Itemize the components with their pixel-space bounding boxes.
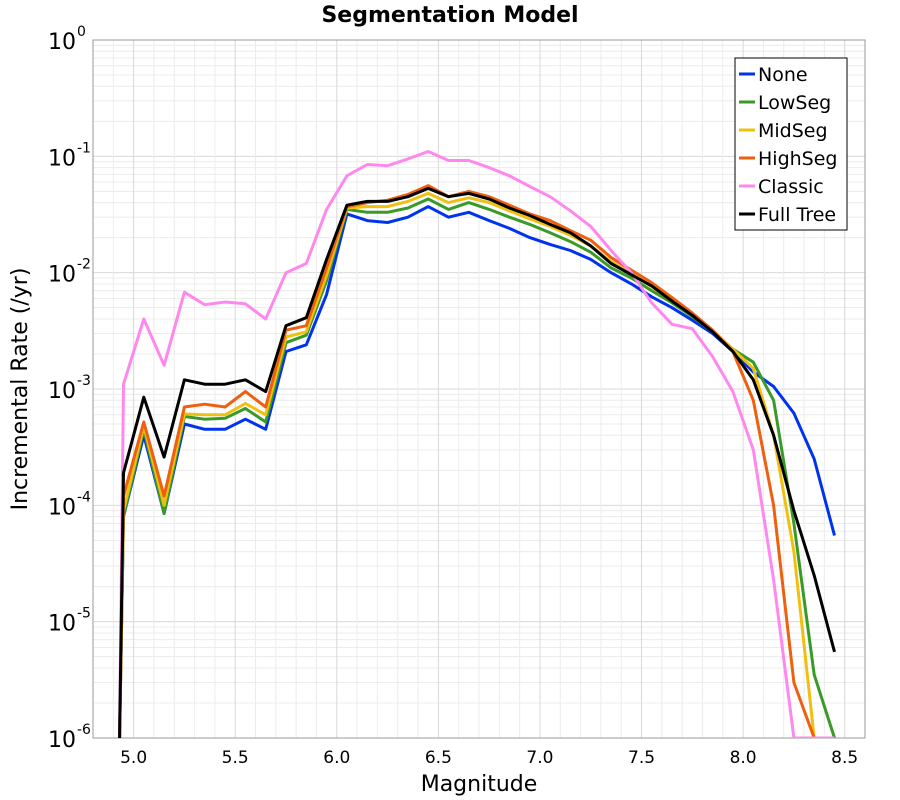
series-line-highseg: [118, 184, 835, 738]
x-tick-label: 5.0: [120, 748, 147, 768]
series-line-classic: [118, 150, 835, 738]
x-tick-label: 8.5: [831, 748, 858, 768]
y-tick-exponent: -4: [77, 489, 91, 505]
y-tick-exponent: -6: [77, 722, 91, 738]
y-tick-label: 10: [48, 728, 76, 753]
y-tick-exponent: -3: [77, 373, 91, 389]
x-axis-ticks: 5.0 5.5 6.0 6.5 7.0 7.5 8.0 8.5: [120, 748, 858, 768]
x-tick-label: 6.5: [425, 748, 452, 768]
legend-box: [734, 57, 848, 231]
x-tick-label: 8.0: [730, 748, 757, 768]
legend-label: Classic: [758, 176, 824, 198]
series-line-none: [118, 205, 836, 738]
plot-frame: [92, 39, 866, 739]
y-tick-label: 10: [48, 495, 76, 520]
y-tick-exponent: 0: [77, 24, 86, 40]
chart-title: Segmentation Model: [321, 3, 578, 28]
x-axis-label: Magnitude: [421, 772, 538, 797]
y-tick-exponent: -2: [77, 257, 91, 273]
legend: None LowSeg MidSeg HighSeg Classic Full Tree: [734, 57, 848, 231]
y-tick-exponent: -1: [77, 140, 91, 156]
y-tick-label: 10: [48, 263, 76, 288]
legend-label: MidSeg: [758, 120, 828, 142]
y-tick-label: 10: [48, 612, 76, 637]
x-tick-label: 6.0: [323, 748, 350, 768]
series-line-lowseg: [118, 197, 836, 738]
legend-label: Full Tree: [758, 204, 836, 226]
series-layer: [118, 150, 836, 738]
y-axis-label: Incremental Rate (/yr): [8, 268, 33, 511]
x-tick-label: 7.5: [628, 748, 655, 768]
y-tick-label: 10: [48, 146, 76, 171]
x-tick-label: 7.0: [526, 748, 553, 768]
legend-label: LowSeg: [758, 92, 831, 114]
x-tick-label: 5.5: [222, 748, 249, 768]
y-tick-label: 10: [48, 30, 76, 55]
series-line-full-tree: [118, 186, 836, 738]
y-tick-label: 10: [48, 379, 76, 404]
legend-label: None: [758, 64, 808, 86]
legend-label: HighSeg: [758, 148, 837, 170]
y-tick-exponent: -5: [77, 606, 91, 622]
